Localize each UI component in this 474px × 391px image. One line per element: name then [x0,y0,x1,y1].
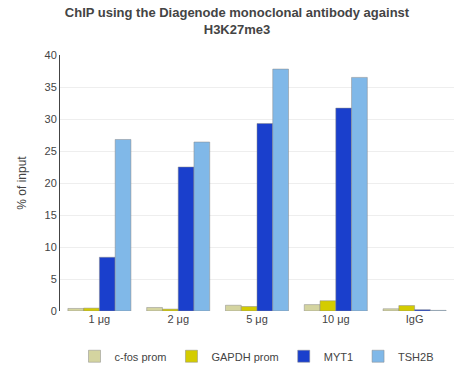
svg-text:10: 10 [45,241,57,253]
svg-text:GAPDH prom: GAPDH prom [211,351,278,363]
svg-text:5 μg: 5 μg [246,313,268,325]
svg-text:20: 20 [45,177,57,189]
svg-text:2 μg: 2 μg [167,313,189,325]
svg-text:5: 5 [51,273,57,285]
svg-text:% of input: % of input [15,156,29,210]
svg-text:ChIP using the Diagenode monoc: ChIP using the Diagenode monoclonal anti… [65,5,410,37]
svg-text:IgG: IgG [406,313,424,325]
svg-text:0: 0 [51,305,57,317]
svg-text:40: 40 [45,49,57,61]
svg-text:10 μg: 10 μg [322,313,350,325]
svg-text:1 μg: 1 μg [89,313,111,325]
svg-text:c-fos prom: c-fos prom [115,351,167,363]
svg-text:35: 35 [45,81,57,93]
svg-text:MYT1: MYT1 [324,351,353,363]
svg-text:TSH2B: TSH2B [398,351,433,363]
svg-text:25: 25 [45,145,57,157]
svg-text:15: 15 [45,209,57,221]
svg-text:30: 30 [45,113,57,125]
